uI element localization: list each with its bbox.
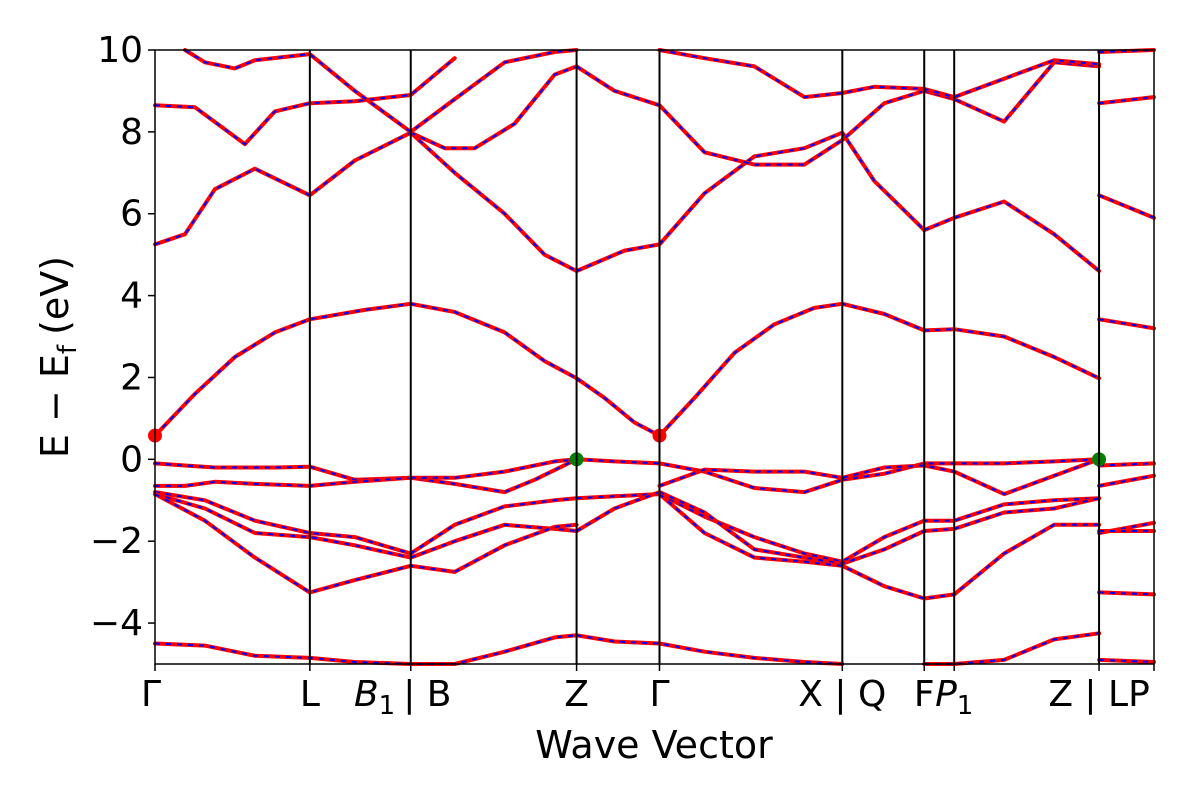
band-34-overlay xyxy=(659,491,1100,565)
y-tick-label-3: 2 xyxy=(120,357,143,398)
band-6-line xyxy=(153,130,413,247)
x-tick-label-2: B1 | B xyxy=(354,674,452,721)
band-42-line xyxy=(922,631,1102,666)
band-4-overlay xyxy=(924,328,1100,380)
band-2-line xyxy=(574,376,662,438)
band-7-overlay xyxy=(410,131,578,272)
x-tick-label-5: X | Q xyxy=(798,674,886,715)
band-13-overlay xyxy=(410,65,577,150)
band-4-line xyxy=(922,327,1102,381)
band-0-line xyxy=(153,301,413,438)
band-40-line xyxy=(153,633,579,666)
band-10-line xyxy=(922,199,1102,273)
x-tick-label-7-sub: 1 xyxy=(957,691,974,721)
band-6-overlay xyxy=(154,131,412,246)
x-tick-label-0: Γ xyxy=(141,674,161,715)
bands-layer xyxy=(153,48,1156,666)
band-15-line xyxy=(922,60,1102,124)
band-24-overlay xyxy=(659,458,1100,496)
band-14-line xyxy=(574,64,927,167)
band-15-overlay xyxy=(923,61,1100,123)
band-28-overlay xyxy=(576,493,660,500)
band-37-overlay xyxy=(454,523,577,573)
band-30-overlay xyxy=(1098,521,1155,534)
y-axis-label: E − Ef (eV) xyxy=(33,256,83,458)
band-1-line xyxy=(408,301,579,381)
x-tick-label-8: Z | LP xyxy=(1048,674,1149,715)
band-41-line xyxy=(574,633,845,666)
y-tick-label-6: 8 xyxy=(120,112,143,153)
band-31-overlay xyxy=(154,493,411,559)
band-0-overlay xyxy=(154,302,411,437)
band-26-line xyxy=(153,490,413,556)
y-tick-label-7: 10 xyxy=(97,30,143,71)
y-axis-label-main: E − E xyxy=(33,354,77,458)
x-tick-label-2-rest: | B xyxy=(403,674,451,715)
band-37-line xyxy=(452,522,579,574)
band-5-overlay xyxy=(1098,318,1155,330)
band-10-overlay xyxy=(923,200,1100,272)
band-32-overlay xyxy=(410,523,577,559)
y-tick-label-0: −4 xyxy=(90,603,143,644)
x-tick-label-4: Γ xyxy=(649,674,669,715)
band-43-overlay xyxy=(1099,658,1155,663)
plot-frame xyxy=(154,49,1155,665)
x-tick-label-7-italic: P xyxy=(935,674,957,715)
high-symmetry-lines xyxy=(308,50,1101,664)
band-22-line xyxy=(153,475,413,488)
band-19-line xyxy=(574,457,845,495)
band-26-overlay xyxy=(154,491,411,555)
band-9-overlay xyxy=(658,131,925,246)
band-16-overlay xyxy=(1098,96,1155,105)
band-39-overlay xyxy=(1099,591,1155,596)
band-3-line xyxy=(657,301,927,438)
band-23-line xyxy=(408,457,579,480)
y-tick-label-5: 6 xyxy=(120,194,143,235)
band-12-line xyxy=(153,56,457,147)
x-tick-label-3: Z xyxy=(564,674,589,715)
y-tick-label-1: −2 xyxy=(90,521,143,562)
y-ticks: −4 −2 0 2 4 6 8 10 xyxy=(90,30,155,644)
x-tick-label-2-sub: 1 xyxy=(379,691,396,721)
band-33-overlay xyxy=(576,491,660,532)
x-tick-label-6: F xyxy=(914,674,935,715)
band-22-overlay xyxy=(155,476,411,487)
band-25-overlay xyxy=(1098,474,1155,487)
y-axis-label-sub: f xyxy=(53,344,83,354)
y-tick-label-4: 4 xyxy=(120,276,143,317)
y-tick-label-2: 0 xyxy=(120,439,143,480)
y-axis-label-unit: (eV) xyxy=(33,256,77,335)
band-3-overlay xyxy=(658,302,925,437)
x-tick-label-1: L xyxy=(300,674,320,715)
band-11-line xyxy=(1097,193,1156,220)
band-17-overlay xyxy=(154,462,310,469)
markers-layer xyxy=(148,428,1107,467)
band-38-line xyxy=(657,492,1102,601)
band-29-overlay xyxy=(659,493,1100,563)
x-tick-label-7: P1 xyxy=(935,674,973,721)
band-19-overlay xyxy=(576,458,843,494)
band-44-overlay xyxy=(184,49,577,134)
band-45-overlay xyxy=(659,49,1100,99)
band-27-overlay xyxy=(410,497,577,555)
band-21-overlay xyxy=(1099,462,1155,467)
band-40-overlay xyxy=(154,634,577,665)
band-8-line xyxy=(574,242,662,273)
band-14-overlay xyxy=(576,65,925,166)
x-tick-label-2-italic: B xyxy=(354,674,379,715)
band-7-line xyxy=(408,130,579,273)
x-axis-label: Wave Vector xyxy=(535,723,773,767)
band-42-overlay xyxy=(924,632,1100,665)
